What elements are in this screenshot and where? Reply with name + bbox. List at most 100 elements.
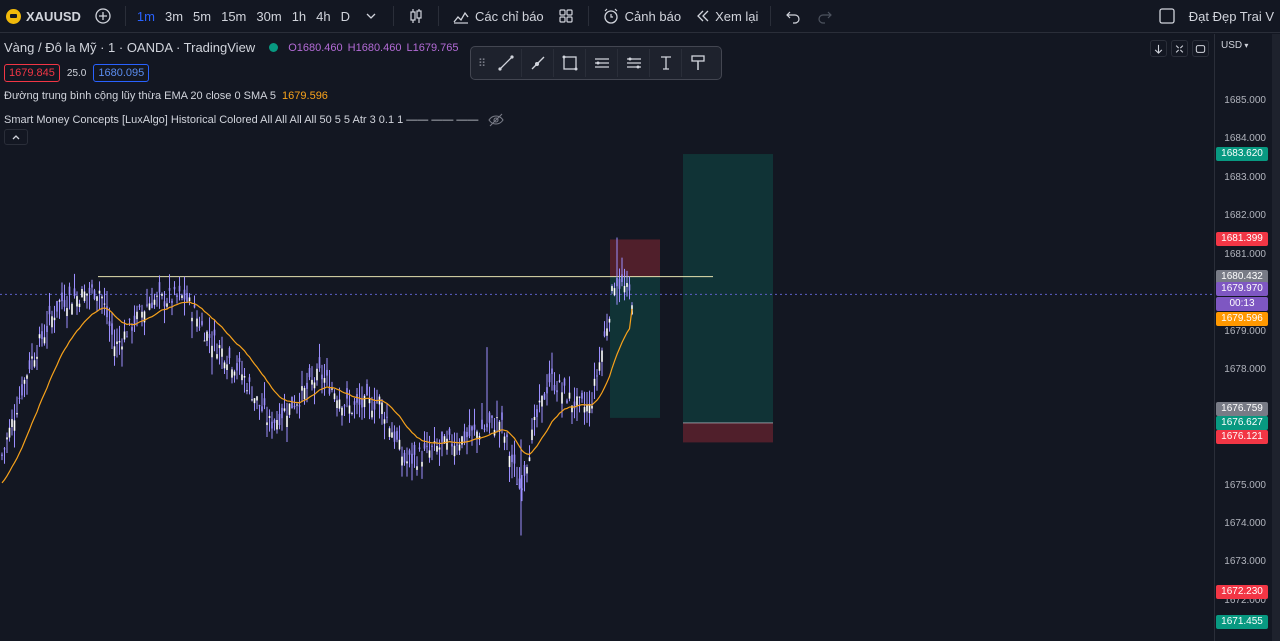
templates-button[interactable] <box>550 0 582 33</box>
interval-D[interactable]: D <box>340 8 351 24</box>
candle-body <box>313 382 316 389</box>
legend-ema[interactable]: Đường trung bình cộng lũy thừa EMA 20 cl… <box>4 90 328 102</box>
candle-body <box>283 408 286 411</box>
candle-body <box>131 327 133 331</box>
symbol-button[interactable]: XAUUSD <box>0 0 87 33</box>
replay-button[interactable]: Xem lại <box>687 0 764 33</box>
candle-body <box>338 399 341 409</box>
chevron-down-icon <box>361 6 381 26</box>
tool-trend-line[interactable] <box>490 49 522 77</box>
candle-body <box>83 291 86 302</box>
candle-body <box>1 454 3 456</box>
candle-body <box>103 303 106 305</box>
tool-text[interactable] <box>650 49 682 77</box>
candle-body <box>356 394 358 403</box>
tool-ray[interactable] <box>522 49 554 77</box>
alerts-button[interactable]: Cảnh báo <box>595 0 687 33</box>
legend-main: Vàng / Đô la Mỹ · 1 · OANDA · TradingVie… <box>4 40 458 55</box>
candle-body <box>78 303 81 308</box>
candle-body <box>168 287 171 291</box>
interval-4h[interactable]: 4h <box>316 8 331 24</box>
price-tick: 1679.000 <box>1224 325 1266 337</box>
interval-15m[interactable]: 15m <box>221 8 247 24</box>
tool-short-position[interactable] <box>618 49 650 77</box>
candle-body <box>538 400 541 403</box>
price-tag: 00:13 <box>1216 296 1268 311</box>
interval-1m[interactable]: 1m <box>136 8 155 24</box>
currency-selector[interactable]: USD ▾ <box>1221 40 1249 51</box>
candle-body <box>588 404 591 414</box>
collapse-icon[interactable] <box>1171 40 1188 57</box>
candle-body <box>548 373 551 383</box>
candle-body <box>173 286 176 290</box>
candle-body <box>111 323 113 335</box>
candle-body <box>496 417 498 419</box>
price-tick: 1678.000 <box>1224 364 1266 376</box>
short-stop-zone <box>610 239 660 277</box>
restore-icon[interactable] <box>1192 40 1209 57</box>
legend-smc[interactable]: Smart Money Concepts [LuxAlgo] Historica… <box>4 110 506 130</box>
candle-body <box>248 377 251 382</box>
interval-5m[interactable]: 5m <box>193 8 212 24</box>
candle-body <box>593 378 596 386</box>
candle-body <box>216 354 218 359</box>
price-scale[interactable]: USD ▾ 1685.000 1684.000 1683.000 1682.000 16… <box>1214 34 1272 641</box>
candle-body <box>256 396 258 401</box>
pane-controls <box>1150 40 1209 57</box>
candle-body <box>333 393 336 400</box>
price-chart[interactable] <box>0 34 1214 641</box>
chart-type-button[interactable] <box>400 0 432 33</box>
candle-body <box>468 425 471 437</box>
interval-30m[interactable]: 30m <box>256 8 282 24</box>
chart-pane[interactable]: Vàng / Đô la Mỹ · 1 · OANDA · TradingVie… <box>0 34 1214 641</box>
candle-body <box>503 436 506 443</box>
candle-body <box>36 356 38 359</box>
candle-body <box>583 406 586 413</box>
candle-body <box>621 274 623 282</box>
buy-button[interactable]: 1680.095 <box>93 64 150 82</box>
plus-circle-icon <box>93 6 113 26</box>
candle-body <box>201 321 203 325</box>
add-symbol-button[interactable] <box>87 0 119 33</box>
candle-body <box>196 318 198 327</box>
candle-body <box>86 293 88 296</box>
interval-3m[interactable]: 3m <box>164 8 184 24</box>
candle-body <box>466 431 468 438</box>
candle-body <box>573 401 576 409</box>
tool-long-position[interactable] <box>586 49 618 77</box>
candle-body <box>68 286 71 296</box>
candle-body <box>273 419 276 423</box>
divider <box>393 6 395 26</box>
tool-brush[interactable] <box>682 49 714 77</box>
ema-value: 1679.596 <box>282 90 328 102</box>
candle-body <box>48 305 51 315</box>
grip-handle[interactable]: ⠿ <box>477 57 487 70</box>
arrow-down-icon[interactable] <box>1150 40 1167 57</box>
candle-body <box>586 405 588 412</box>
candle-body <box>206 331 208 341</box>
candle-body <box>241 374 243 381</box>
candle-body <box>426 445 428 447</box>
interval-1h[interactable]: 1h <box>291 8 307 24</box>
candles-icon <box>406 6 426 26</box>
candle-body <box>278 413 281 425</box>
candle-body <box>406 461 408 464</box>
candle-body <box>93 290 96 300</box>
candle-body <box>3 448 6 450</box>
candle-body <box>413 444 416 455</box>
layout-button[interactable]: Đạt Đẹp Trai V <box>1151 0 1280 33</box>
candle-body <box>626 282 628 287</box>
sell-button[interactable]: 1679.845 <box>4 64 60 82</box>
candle-body <box>6 437 8 440</box>
interval-dropdown[interactable] <box>355 0 387 33</box>
tool-rectangle[interactable] <box>554 49 586 77</box>
collapse-legend-button[interactable] <box>4 129 28 145</box>
eye-hidden-icon[interactable] <box>486 110 506 130</box>
candle-body <box>213 329 216 336</box>
undo-button[interactable] <box>777 0 809 33</box>
symbol-label: XAUUSD <box>26 8 81 24</box>
rectangle-icon <box>560 53 580 73</box>
redo-button[interactable] <box>809 0 841 33</box>
price-tick: 1673.000 <box>1224 556 1266 568</box>
indicators-button[interactable]: Các chỉ báo <box>445 0 550 33</box>
